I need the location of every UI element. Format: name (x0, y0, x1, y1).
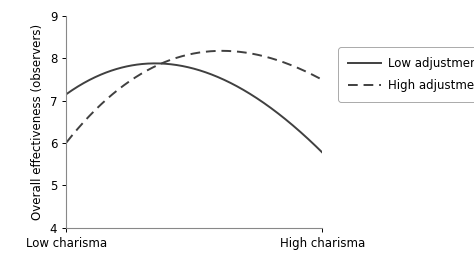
Line: High adjustment: High adjustment (66, 51, 322, 143)
Low adjustment (225, 80, 231, 83)
Low adjustment (250, 94, 256, 97)
High adjustment (64, 141, 69, 144)
Low adjustment (319, 151, 325, 154)
High adjustment (219, 49, 225, 52)
High adjustment (225, 49, 231, 52)
Low adjustment (165, 63, 171, 66)
Y-axis label: Overall effectiveness (observers): Overall effectiveness (observers) (31, 24, 44, 220)
High adjustment (147, 67, 153, 70)
High adjustment (319, 78, 325, 81)
High adjustment (249, 52, 255, 55)
Low adjustment (64, 92, 69, 96)
Legend: Low adjustment, High adjustment: Low adjustment, High adjustment (338, 47, 474, 101)
Line: Low adjustment: Low adjustment (66, 63, 322, 153)
Low adjustment (94, 75, 100, 78)
Low adjustment (249, 93, 255, 96)
High adjustment (165, 59, 171, 63)
Low adjustment (153, 62, 158, 65)
High adjustment (250, 52, 256, 55)
High adjustment (94, 107, 100, 110)
Low adjustment (147, 62, 153, 65)
